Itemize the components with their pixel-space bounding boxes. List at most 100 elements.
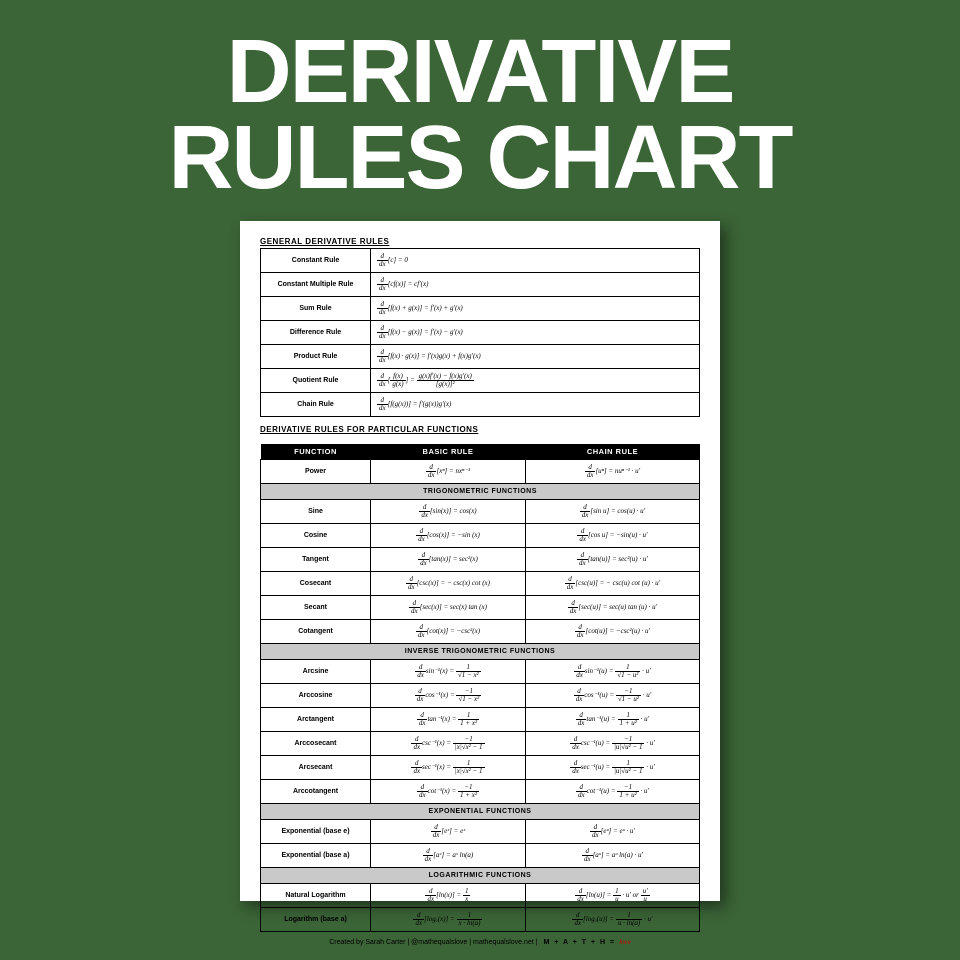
function-name: Arcsecant — [261, 756, 371, 780]
function-rule-row: Arctangentddxtan⁻¹(x) = 11 + x²ddxtan⁻¹(… — [261, 708, 700, 732]
rule-formula: ddx[f(x) − g(x)] = f′(x) − g′(x) — [371, 321, 700, 345]
function-name: Cosecant — [261, 572, 371, 596]
basic-rule: ddx[csc(x)] = − csc(x) cot (x) — [371, 572, 526, 596]
basic-rule: ddxcsc⁻¹(x) = −1|x|√x² − 1 — [371, 732, 526, 756]
rule-name: Chain Rule — [261, 393, 371, 417]
general-rule-row: Product Ruleddx[f(x) · g(x)] = f′(x)g(x)… — [261, 345, 700, 369]
rule-name: Product Rule — [261, 345, 371, 369]
function-name: Arctangent — [261, 708, 371, 732]
rule-name: Difference Rule — [261, 321, 371, 345]
logo-math: M + A + T + H = — [543, 939, 615, 946]
general-rules-body: Constant Ruleddx[c] = 0Constant Multiple… — [261, 249, 700, 417]
col-chain: CHAIN RULE — [525, 444, 699, 460]
function-name: Arccotangent — [261, 780, 371, 804]
basic-rule: ddxtan⁻¹(x) = 11 + x² — [371, 708, 526, 732]
subsection-header: INVERSE TRIGONOMETRIC FUNCTIONS — [261, 644, 700, 660]
basic-rule: ddx[cot(x)] = −csc²(x) — [371, 620, 526, 644]
chain-rule: ddx[ln(u)] = 1u · u′ or u′u — [525, 884, 699, 908]
function-rule-row: Powerddx[xⁿ] = nxⁿ⁻¹ddx[uⁿ] = nuⁿ⁻¹ · u′ — [261, 460, 700, 484]
logo-love: love — [619, 938, 631, 946]
chain-rule: ddxcos⁻¹(u) = −1√1 − u² · u′ — [525, 684, 699, 708]
chain-rule: ddx[tan(u)] = sec²(u) · u′ — [525, 548, 699, 572]
function-rule-row: Exponential (base e)ddx[eˣ] = eˣddx[eᵘ] … — [261, 820, 700, 844]
function-name: Natural Logarithm — [261, 884, 371, 908]
function-rule-row: Sineddx[sin(x)] = cos(x)ddx[sin u] = cos… — [261, 500, 700, 524]
function-name: Tangent — [261, 548, 371, 572]
function-rule-row: Tangentddx[tan(x)] = sec²(x)ddx[tan(u)] … — [261, 548, 700, 572]
page-title: DERIVATIVE RULES CHART — [169, 30, 792, 201]
rule-formula: ddx[c] = 0 — [371, 249, 700, 273]
general-rule-row: Quotient Ruleddx[f(x)g(x)] = g(x)f′(x) −… — [261, 369, 700, 393]
col-function: FUNCTION — [261, 444, 371, 460]
chain-rule: ddxcot⁻¹(u) = −11 + u² · u′ — [525, 780, 699, 804]
chain-rule: ddx[csc(u)] = − csc(u) cot (u) · u′ — [525, 572, 699, 596]
function-rule-row: Arccosineddxcos⁻¹(x) = −1√1 − x²ddxcos⁻¹… — [261, 684, 700, 708]
particular-rules-body: Powerddx[xⁿ] = nxⁿ⁻¹ddx[uⁿ] = nuⁿ⁻¹ · u′… — [261, 460, 700, 932]
general-rule-row: Chain Ruleddx[f(g(x))] = f′(g(x))g′(x) — [261, 393, 700, 417]
function-name: Power — [261, 460, 371, 484]
rule-formula: ddx[f(x) · g(x)] = f′(x)g(x) + f(x)g′(x) — [371, 345, 700, 369]
col-basic: BASIC RULE — [371, 444, 526, 460]
subsection-label: EXPONENTIAL FUNCTIONS — [261, 804, 700, 820]
rule-formula: ddx[f(g(x))] = f′(g(x))g′(x) — [371, 393, 700, 417]
footer-logo: M + A + T + H = love — [543, 938, 630, 946]
general-rule-row: Difference Ruleddx[f(x) − g(x)] = f′(x) … — [261, 321, 700, 345]
rule-name: Quotient Rule — [261, 369, 371, 393]
title-line-2: RULES CHART — [169, 116, 792, 202]
rule-formula: ddx[cf(x)] = cf′(x) — [371, 273, 700, 297]
chain-rule: ddx[sin u] = cos(u) · u′ — [525, 500, 699, 524]
general-rule-row: Sum Ruleddx[f(x) + g(x)] = f′(x) + g′(x) — [261, 297, 700, 321]
chain-rule: ddxtan⁻¹(u) = 11 + u² · u′ — [525, 708, 699, 732]
function-rule-row: Secantddx[sec(x)] = sec(x) tan (x)ddx[se… — [261, 596, 700, 620]
chain-rule: ddx[eᵘ] = eᵘ · u′ — [525, 820, 699, 844]
section-2-heading: DERIVATIVE RULES FOR PARTICULAR FUNCTION… — [260, 425, 700, 434]
basic-rule: ddx[eˣ] = eˣ — [371, 820, 526, 844]
footer: Created by Sarah Carter | @mathequalslov… — [260, 932, 700, 946]
function-rule-row: Arccosecantddxcsc⁻¹(x) = −1|x|√x² − 1ddx… — [261, 732, 700, 756]
basic-rule: ddxsec⁻¹(x) = 1|x|√x² − 1 — [371, 756, 526, 780]
function-rule-row: Arcsineddxsin⁻¹(x) = 1√1 − x²ddxsin⁻¹(u)… — [261, 660, 700, 684]
function-name: Exponential (base e) — [261, 820, 371, 844]
chain-rule: ddx[cos u] = −sin(u) · u′ — [525, 524, 699, 548]
function-rule-row: Exponential (base a)ddx[aˣ] = aˣ ln(a)dd… — [261, 844, 700, 868]
rule-name: Sum Rule — [261, 297, 371, 321]
function-rule-row: Logarithm (base a)ddx[logₐ(x)] = 1x · ln… — [261, 908, 700, 932]
chain-rule: ddx[sec(u)] = sec(u) tan (u) · u′ — [525, 596, 699, 620]
function-rule-row: Natural Logarithmddx[ln(x)] = 1xddx[ln(u… — [261, 884, 700, 908]
basic-rule: ddx[aˣ] = aˣ ln(a) — [371, 844, 526, 868]
section-1-heading: GENERAL DERIVATIVE RULES — [260, 237, 700, 246]
basic-rule: ddx[xⁿ] = nxⁿ⁻¹ — [371, 460, 526, 484]
function-name: Arcsine — [261, 660, 371, 684]
function-name: Logarithm (base a) — [261, 908, 371, 932]
general-rule-row: Constant Ruleddx[c] = 0 — [261, 249, 700, 273]
chain-rule: ddx[logₐ(u)] = 1u · ln(a) · u′ — [525, 908, 699, 932]
basic-rule: ddxcos⁻¹(x) = −1√1 − x² — [371, 684, 526, 708]
chain-rule: ddx[cot(u)] = −csc²(u) · u′ — [525, 620, 699, 644]
basic-rule: ddxsin⁻¹(x) = 1√1 − x² — [371, 660, 526, 684]
title-line-1: DERIVATIVE — [169, 30, 792, 116]
chain-rule: ddxcsc⁻¹(u) = −1|u|√u² − 1 · u′ — [525, 732, 699, 756]
basic-rule: ddx[ln(x)] = 1x — [371, 884, 526, 908]
subsection-label: INVERSE TRIGONOMETRIC FUNCTIONS — [261, 644, 700, 660]
subsection-header: TRIGONOMETRIC FUNCTIONS — [261, 484, 700, 500]
function-rule-row: Cosecantddx[csc(x)] = − csc(x) cot (x)dd… — [261, 572, 700, 596]
chain-rule: ddx[uⁿ] = nuⁿ⁻¹ · u′ — [525, 460, 699, 484]
footer-credit: Created by Sarah Carter | @mathequalslov… — [329, 939, 537, 946]
basic-rule: ddx[sin(x)] = cos(x) — [371, 500, 526, 524]
subsection-label: TRIGONOMETRIC FUNCTIONS — [261, 484, 700, 500]
function-rule-row: Cosineddx[cos(x)] = −sin (x)ddx[cos u] =… — [261, 524, 700, 548]
function-name: Cotangent — [261, 620, 371, 644]
function-name: Arccosine — [261, 684, 371, 708]
function-rule-row: Arccotangentddxcot⁻¹(x) = −11 + x²ddxcot… — [261, 780, 700, 804]
rule-name: Constant Rule — [261, 249, 371, 273]
general-rules-table: Constant Ruleddx[c] = 0Constant Multiple… — [260, 248, 700, 417]
chain-rule: ddxsec⁻¹(u) = 1|u|√u² − 1 · u′ — [525, 756, 699, 780]
chain-rule: ddxsin⁻¹(u) = 1√1 − u² · u′ — [525, 660, 699, 684]
basic-rule: ddx[logₐ(x)] = 1x · ln(a) — [371, 908, 526, 932]
function-name: Exponential (base a) — [261, 844, 371, 868]
basic-rule: ddxcot⁻¹(x) = −11 + x² — [371, 780, 526, 804]
worksheet: GENERAL DERIVATIVE RULES Constant Ruledd… — [240, 221, 720, 901]
general-rule-row: Constant Multiple Ruleddx[cf(x)] = cf′(x… — [261, 273, 700, 297]
basic-rule: ddx[cos(x)] = −sin (x) — [371, 524, 526, 548]
function-name: Arccosecant — [261, 732, 371, 756]
